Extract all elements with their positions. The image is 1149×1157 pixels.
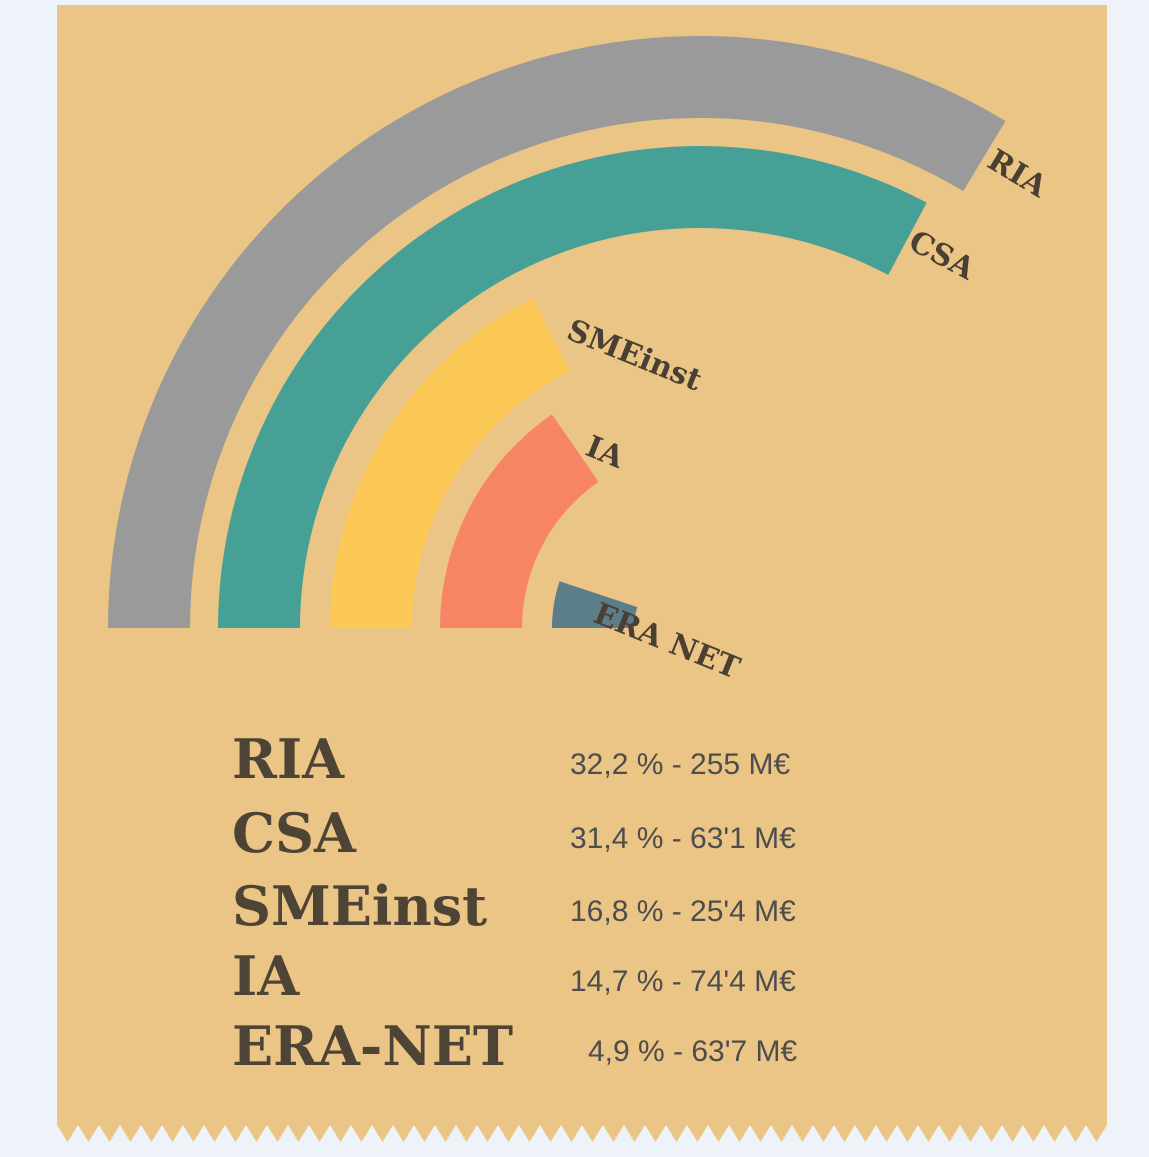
arc-bar bbox=[440, 414, 599, 628]
legend-value: 4,9 % - 63'7 M€ bbox=[588, 1035, 797, 1068]
legend-value: 31,4 % - 63'1 M€ bbox=[570, 822, 796, 855]
legend-name: IA bbox=[232, 944, 300, 1008]
legend-value: 32,2 % - 255 M€ bbox=[570, 748, 790, 781]
arc-bar bbox=[108, 35, 1006, 628]
legend-value: 14,7 % - 74'4 M€ bbox=[570, 965, 796, 998]
card-background bbox=[57, 5, 1107, 1142]
legend-name: SMEinst bbox=[232, 874, 487, 938]
legend-name: ERA-NET bbox=[232, 1014, 513, 1078]
legend-name: RIA bbox=[232, 727, 345, 791]
arc-bar bbox=[552, 581, 638, 628]
legend-name: CSA bbox=[232, 801, 357, 865]
arc-bar bbox=[330, 297, 571, 628]
arc-bar bbox=[218, 145, 927, 629]
legend-value: 16,8 % - 25'4 M€ bbox=[570, 895, 796, 928]
